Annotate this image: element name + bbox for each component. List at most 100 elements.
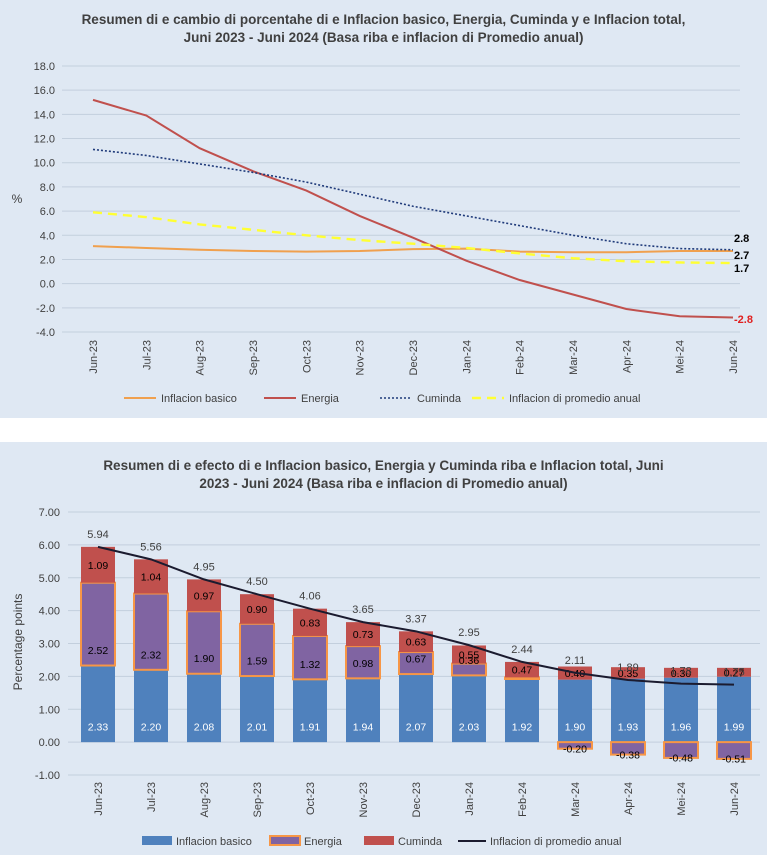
x-tick-label: Mar-24 [570,782,582,817]
x-tick-label: Aug-23 [199,782,211,817]
series-line-cuminda [92,148,734,251]
bar-cuminda [717,667,751,677]
x-tick-label: Mar-24 [568,340,580,375]
data-label-basico: 2.20 [141,722,162,734]
data-label-energia: 0.98 [353,658,374,670]
data-label-basico: 1.99 [724,722,745,734]
chart-title-bottom-line1: Resumen di e efecto di e Inflacion basic… [103,458,664,473]
legend-label: Energia [301,393,340,405]
data-label-total: 4.06 [299,591,320,603]
legend-label: Cuminda [398,836,443,848]
x-tick-label: Jun-24 [728,340,740,374]
data-label-total: 4.50 [246,576,267,588]
bar-energia [80,581,116,667]
y-tick-label: 6.00 [39,540,60,552]
bar-inflacion-basico [664,677,698,743]
data-label-cuminda: 0.90 [247,604,268,616]
y-tick-label: 8.0 [40,182,55,194]
data-label-total: 3.65 [352,604,373,616]
chart-title-top-line2: Juni 2023 - Juni 2024 (Basa riba e infla… [183,30,584,45]
bar-energia [133,592,169,671]
x-tick-label: Sep-23 [248,340,260,375]
x-tick-label: Dec-23 [408,340,420,375]
data-label-basico: 2.07 [406,722,427,734]
data-label-total: 4.95 [193,561,214,573]
x-tick-label: Feb-24 [517,782,529,817]
y-tick-label: 4.0 [40,230,55,242]
data-label-basico: 2.08 [194,722,215,734]
x-tick-label: Nov-23 [358,782,370,817]
data-label-cuminda: 1.09 [88,560,109,572]
data-label-energia: 0.36 [459,655,480,667]
y-tick-label: 0.0 [40,279,55,291]
y-tick-label: 7.00 [39,507,60,519]
data-label-basico: 1.93 [618,722,639,734]
x-tick-label: Mei-24 [676,782,688,816]
end-value-label: 2.7 [734,250,749,262]
x-tick-label: Jul-23 [146,782,158,812]
bar-cuminda [187,579,221,612]
x-tick-label: Apr-24 [623,782,635,815]
data-label-total: 2.44 [511,644,532,656]
data-label-total: 1.75 [723,667,744,679]
data-label-basico: 2.03 [459,722,480,734]
y-tick-label: 6.0 [40,206,55,218]
data-label-total: 5.94 [87,529,108,541]
y-tick-label: 14.0 [34,109,55,121]
x-tick-label: Oct-23 [301,340,313,373]
series-line-energia [92,98,734,319]
x-tick-label: Jan-24 [464,782,476,816]
x-tick-label: Feb-24 [515,340,527,375]
legend-swatch [269,835,301,846]
y-tick-label: 1.00 [39,704,60,716]
chart-panel-top: Resumen di e cambio di porcentahe di e I… [0,0,767,418]
data-label-total: 5.56 [140,541,161,553]
x-tick-label: Jun-23 [88,340,100,374]
x-tick-label: Jun-23 [93,782,105,816]
bar-inflacion-basico [452,675,486,743]
data-label-basico: 1.96 [671,722,692,734]
data-label-energia: 1.90 [194,653,215,665]
bar-cuminda [399,631,433,653]
x-tick-label: Jan-24 [461,340,473,374]
bar-energia [345,645,381,680]
bar-inflacion-basico [717,676,751,743]
bar-energia [610,741,646,756]
data-label-energia: 1.59 [247,656,268,668]
data-label-cuminda: 0.83 [300,617,321,629]
y-axis-label: Percentage points [11,594,25,691]
legend-label: Inflacion di promedio anual [509,393,640,405]
data-label-basico: 1.94 [353,722,374,734]
y-tick-label: -4.0 [36,327,55,339]
y-tick-label: 5.00 [39,573,60,585]
bar-cuminda [240,594,274,624]
bar-cuminda [611,667,645,679]
x-tick-label: Aug-23 [195,340,207,375]
chart-panel-bottom: Resumen di e efecto di e Inflacion basic… [0,442,767,855]
bar-energia [663,741,699,759]
y-tick-label: -2.0 [36,303,55,315]
bar-inflacion-basico [505,679,539,743]
bar-inflacion-basico [187,673,221,743]
x-tick-label: Apr-24 [621,340,633,373]
data-label-cuminda: 0.97 [194,590,215,602]
data-label-cuminda: 0.27 [724,667,745,679]
legend-label: Inflacion basico [176,836,252,848]
data-label-energia: 2.52 [88,645,109,657]
data-label-total: 1.78 [670,666,691,678]
series-line-inflacion-di-promedio-anual [92,211,734,265]
data-label-energia: 0.67 [406,654,427,666]
data-label-energia: -0.38 [616,749,640,761]
data-label-total: 3.37 [405,613,426,625]
legend-label: Cuminda [417,393,462,405]
y-tick-label: 2.00 [39,671,60,683]
legend-swatch [364,836,394,845]
bar-energia [504,676,540,681]
bar-cuminda [664,667,698,678]
bar-inflacion-basico [240,676,274,743]
data-label-cuminda: 0.30 [671,668,692,680]
x-tick-label: Nov-23 [355,340,367,375]
y-axis-label: % [12,192,23,206]
data-label-basico: 1.91 [300,722,321,734]
y-tick-label: 18.0 [34,61,55,73]
